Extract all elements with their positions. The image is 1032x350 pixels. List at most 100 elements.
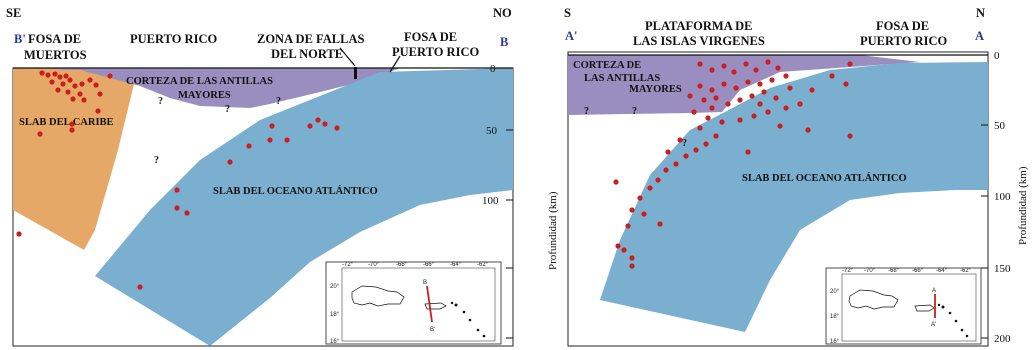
left-corner-se: SE [6,6,21,20]
earthquake-dot [765,59,771,65]
earthquake-dot [829,73,835,79]
earthquake-dot [787,85,793,91]
earthquake-dot [757,81,763,87]
earthquake-dot [77,91,83,97]
earthquake-dot [725,101,731,107]
left-axis-title-right-panel: Profundidad (km) [547,191,559,270]
earthquake-dot [751,113,757,119]
earthquake-dot [93,82,99,88]
label-slab-caribe: SLAB DEL CARIBE [19,117,114,128]
left-corner-no: NO [493,6,512,20]
title-plataforma-1: PLATAFORMA DE [645,19,753,33]
title-fosa-muertos-2: MUERTOS [24,48,87,62]
earthquake-dot [697,83,703,89]
earthquake-dot [743,61,749,67]
earthquake-dot [63,73,69,79]
right-tick-100: 100 [994,191,1011,203]
earthquake-dot [647,185,653,191]
title-zona-fallas-2: DEL NORTE [271,47,343,61]
atlantic-slab-right [600,62,988,332]
label-corteza-right-2: LAS ANTILLAS [584,73,660,84]
earthquake-dot [87,77,93,83]
earthquake-dot [284,137,290,143]
earthquake-dot [615,243,621,249]
fault-zone-pointer [339,47,356,67]
earthquake-dot [227,159,233,165]
earthquake-dot [657,221,663,227]
label-slab-atlantico-left: SLAB DEL OCEANO ATLÁNTICO [213,185,378,197]
left-earthquakes [16,70,340,290]
earthquake-dot [757,101,763,107]
earthquake-dot [797,101,803,107]
earthquake-dot [70,96,76,102]
q-mark: ? [276,96,281,107]
profile-label-b-prime: B' [430,327,435,333]
earthquake-dot [731,69,737,75]
right-earthquakes [613,59,853,269]
profile-label-a-prime: A' [931,322,936,328]
earthquake-dot [269,123,275,129]
earthquake-dot [847,61,853,67]
earthquake-dot [783,73,789,79]
earthquake-dot [67,77,73,83]
earthquake-dot [69,121,75,127]
earthquake-dot [805,127,811,133]
label-corteza-right-3: MAYORES [629,84,682,95]
label-corteza-right-1: CORTEZA DE [573,60,641,71]
lon-tick: -66° [912,268,924,274]
lat-tick: 16° [330,339,340,345]
left-panel: SE NO B' B FOSA DE MUERTOS PUERTO RICO Z… [6,6,514,347]
earthquake-dot [641,211,647,217]
earthquake-dot [733,85,739,91]
earthquake-dot [621,247,627,253]
earthquake-dot [701,97,707,103]
hispaniola-outline [351,285,405,307]
label-corteza-1: CORTEZA DE LAS ANTILLAS [126,76,273,87]
earthquake-dot [783,105,789,111]
earthquake-dot [749,93,755,99]
earthquake-dot [655,177,661,183]
earthquake-dot [677,137,683,143]
trench-pointer [389,55,401,73]
earthquake-dot [705,115,711,121]
earthquake-dot [72,83,78,89]
earthquake-dot [719,119,725,125]
right-panel: S N A' A PLATAFORMA DE LAS ISLAS VIRGENE… [547,6,1029,347]
earthquake-dot [713,133,719,139]
earthquake-dot [613,179,619,185]
right-tick-200: 200 [994,333,1011,345]
earthquake-dot [625,223,631,229]
earthquake-dot [629,263,635,269]
right-point-a-prime: A' [565,29,578,43]
earthquake-dot [737,97,743,103]
earthquake-dot [39,70,45,76]
lon-tick: -72° [842,268,854,274]
earthquake-dot [65,89,71,95]
puerto-rico-outline [914,304,935,312]
q-mark: ? [158,96,163,107]
left-tick-100: 100 [482,195,499,207]
right-tick-150: 150 [994,263,1011,275]
earthquake-dot [745,149,751,155]
label-slab-atlantico-right: SLAB DEL OCEANO ATLÁNTICO [742,172,907,184]
earthquake-dot [697,61,703,67]
profile-label-b: B [423,280,427,286]
profile-label-a: A [932,288,936,294]
earthquake-dot [107,73,113,79]
left-tick-50: 50 [486,125,498,137]
earthquake-dot [665,149,671,155]
earthquake-dot [673,161,679,167]
q-mark: ? [225,104,230,115]
right-inset-map: -72° -70° -68° -66° -64° -62° 20° 18° 16… [825,267,982,345]
earthquake-dot [95,108,101,114]
left-inset-map: -72° -70° -68° -66° -64° -62° 20° 18° 16… [325,261,502,345]
fault-zone-marker [354,67,357,79]
earthquake-dot [847,133,853,139]
earthquake-dot [745,79,751,85]
earthquake-dot [246,143,252,149]
earthquake-dot [629,255,635,261]
lon-tick: -64° [450,262,462,268]
lon-tick: -68° [888,268,900,274]
hispaniola-outline [848,289,899,310]
